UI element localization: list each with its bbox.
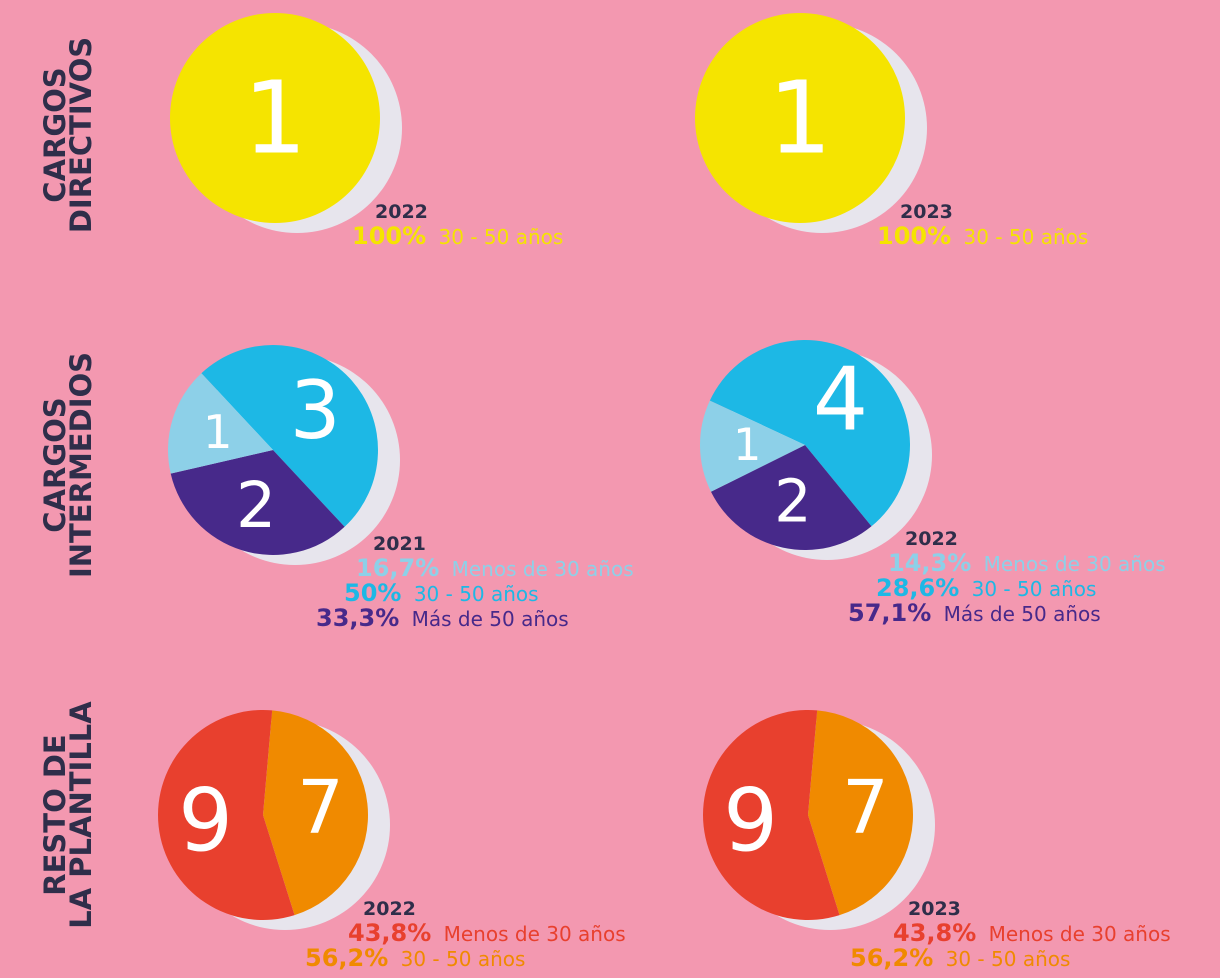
- pie-slice: [170, 13, 380, 223]
- legend-category: 30 - 50 años: [946, 947, 1071, 971]
- legend-entry: 50% 30 - 50 años: [344, 579, 539, 607]
- year-label: 2022: [363, 898, 416, 920]
- row-label: LA PLANTILLA: [64, 701, 98, 929]
- legend-entry: 16,7% Menos de 30 años: [356, 554, 634, 582]
- legend-percent: 16,7%: [356, 554, 439, 582]
- legend-percent: 43,8%: [348, 919, 431, 947]
- legend-entry: 14,3% Menos de 30 años: [888, 549, 1166, 577]
- legend-percent: 100%: [352, 222, 426, 250]
- legend-percent: 14,3%: [888, 549, 971, 577]
- legend-entry: 57,1% Más de 50 años: [848, 599, 1101, 627]
- year-label: 2022: [375, 201, 428, 223]
- year-label: 2023: [908, 898, 961, 920]
- row-label: INTERMEDIOS: [64, 352, 98, 578]
- row-label: CARGOS: [38, 397, 72, 532]
- legend-category: 30 - 50 años: [439, 225, 564, 249]
- legend-entry: 43,8% Menos de 30 años: [893, 919, 1171, 947]
- slice-label: 7: [297, 766, 344, 851]
- pie-slice: [710, 445, 872, 550]
- legend-category: Menos de 30 años: [984, 552, 1166, 576]
- slice-label: 7: [842, 766, 889, 851]
- pie-slice: [167, 373, 273, 474]
- slice-label: 4: [813, 348, 868, 450]
- legend-percent: 56,2%: [850, 944, 933, 972]
- slice-label: 9: [723, 771, 778, 871]
- legend-entry: 100% 30 - 50 años: [352, 222, 563, 250]
- legend-entry: 43,8% Menos de 30 años: [348, 919, 626, 947]
- slice-label: 9: [178, 771, 233, 871]
- pie-slice: [170, 450, 345, 555]
- legend-entry: 100% 30 - 50 años: [877, 222, 1088, 250]
- legend-percent: 50%: [344, 579, 401, 607]
- legend-entry: 28,6% 30 - 50 años: [876, 574, 1096, 602]
- year-label: 2021: [373, 533, 426, 555]
- row-label: DIRECTIVOS: [64, 37, 98, 233]
- legend-category: Menos de 30 años: [444, 922, 626, 946]
- legend-entry: 56,2% 30 - 50 años: [850, 944, 1070, 972]
- legend-percent: 56,2%: [305, 944, 388, 972]
- slice-label: 1: [768, 60, 832, 177]
- legend-percent: 100%: [877, 222, 951, 250]
- legend-category: 30 - 50 años: [401, 947, 526, 971]
- slice-label: 2: [236, 468, 276, 542]
- pie-slice: [700, 400, 805, 492]
- pie-slice: [201, 344, 379, 527]
- year-label: 2022: [905, 528, 958, 550]
- legend-category: Más de 50 años: [944, 602, 1101, 626]
- legend-category: Más de 50 años: [412, 607, 569, 631]
- year-label: 2023: [900, 201, 953, 223]
- legend-category: 30 - 50 años: [972, 577, 1097, 601]
- legend-category: 30 - 50 años: [414, 582, 539, 606]
- legend-percent: 43,8%: [893, 919, 976, 947]
- row-label: CARGOS: [38, 67, 72, 202]
- legend-entry: 33,3% Más de 50 años: [316, 604, 569, 632]
- row-label: RESTO DE: [38, 734, 72, 895]
- legend-percent: 28,6%: [876, 574, 959, 602]
- slice-label: 3: [290, 364, 341, 457]
- slice-label: 2: [774, 467, 811, 535]
- pie-slice: [695, 13, 905, 223]
- slice-label: 1: [243, 60, 307, 177]
- legend-category: Menos de 30 años: [452, 557, 634, 581]
- legend-percent: 33,3%: [316, 604, 399, 632]
- pie-slice: [263, 710, 369, 916]
- pie-slice: [158, 709, 295, 921]
- slice-label: 1: [203, 406, 233, 460]
- slice-label: 1: [733, 420, 761, 471]
- legend-category: Menos de 30 años: [989, 922, 1171, 946]
- legend-entry: 56,2% 30 - 50 años: [305, 944, 525, 972]
- legend-percent: 57,1%: [848, 599, 931, 627]
- legend-category: 30 - 50 años: [964, 225, 1089, 249]
- pie-slice: [709, 339, 911, 527]
- pie-slice: [703, 709, 840, 920]
- pie-slice: [808, 710, 914, 916]
